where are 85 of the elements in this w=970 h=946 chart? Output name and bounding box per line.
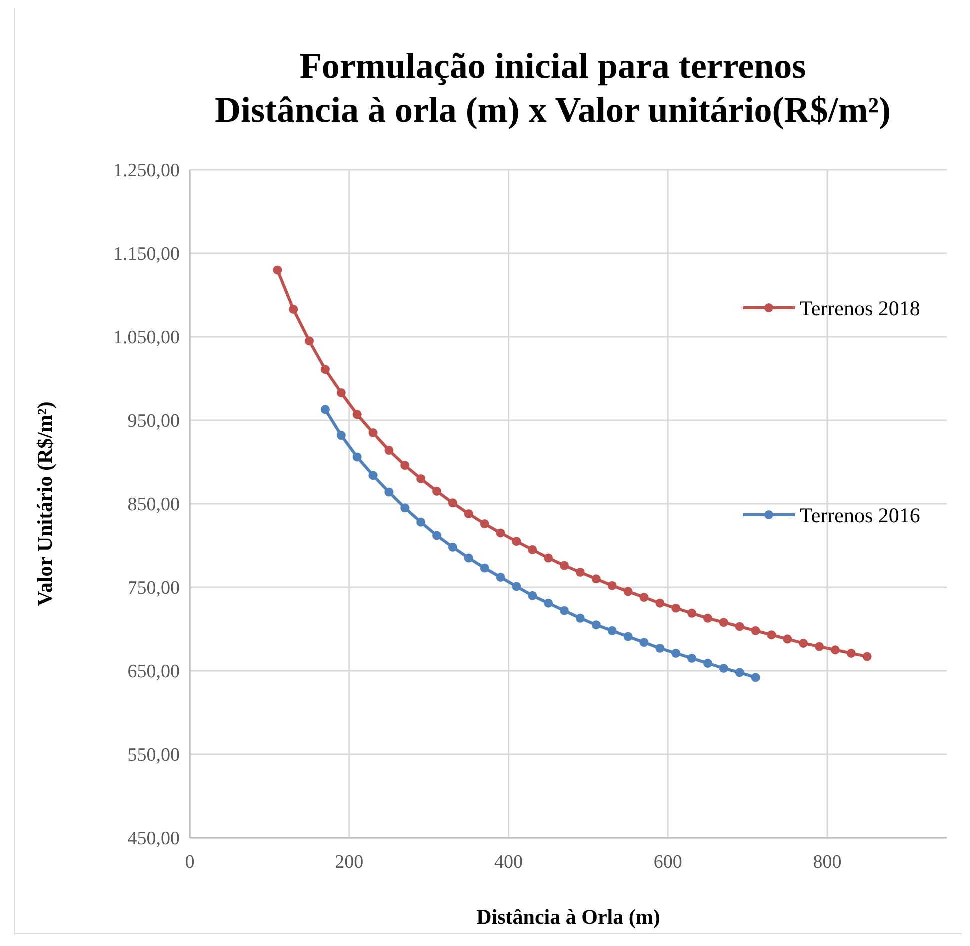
point xyxy=(830,646,840,655)
point xyxy=(703,614,712,623)
point xyxy=(512,582,522,592)
point xyxy=(846,648,856,658)
point xyxy=(688,608,697,618)
y-tick-label: 750,00 xyxy=(128,578,180,600)
x-tick-label: 600 xyxy=(654,852,682,873)
point xyxy=(576,614,585,623)
point xyxy=(751,673,760,682)
point xyxy=(305,336,314,346)
y-tick-label: 950,00 xyxy=(128,411,180,432)
point xyxy=(528,591,538,600)
point xyxy=(416,518,426,527)
x-tick-label: 400 xyxy=(494,852,523,873)
y-tick-label: 550,00 xyxy=(128,745,180,766)
point xyxy=(560,606,570,616)
point xyxy=(719,664,728,673)
point xyxy=(672,648,681,658)
point xyxy=(624,632,633,642)
point xyxy=(783,634,792,644)
point xyxy=(448,542,458,552)
x-tick-label: 200 xyxy=(335,852,364,873)
x-tick-label: 800 xyxy=(813,852,842,873)
point xyxy=(289,304,298,314)
point xyxy=(862,652,872,662)
legend-label: Terrenos 2016 xyxy=(800,503,920,528)
point xyxy=(560,561,570,570)
y-tick-label: 1.050,00 xyxy=(114,328,180,349)
point xyxy=(656,644,665,653)
point xyxy=(384,488,394,497)
point xyxy=(400,461,410,470)
point xyxy=(480,564,490,573)
x-axis-title: Distância à Orla (m) xyxy=(476,905,660,929)
point xyxy=(640,638,649,648)
point xyxy=(336,388,346,398)
point xyxy=(496,572,506,582)
point xyxy=(320,365,330,374)
point xyxy=(480,520,490,529)
point xyxy=(799,638,808,648)
point xyxy=(352,452,362,462)
point xyxy=(464,554,474,563)
point xyxy=(735,668,744,678)
y-tick-label: 1.150,00 xyxy=(114,244,180,266)
point xyxy=(273,266,282,275)
y-tick-label: 450,00 xyxy=(128,828,180,850)
point xyxy=(528,545,538,554)
point xyxy=(512,537,522,546)
point xyxy=(576,568,585,577)
y-axis-title: Valor Unitário (R$/m²) xyxy=(33,402,57,606)
point xyxy=(592,620,601,630)
point xyxy=(815,642,824,652)
point xyxy=(656,598,665,608)
point xyxy=(368,428,378,438)
point xyxy=(416,474,426,484)
point xyxy=(592,574,601,584)
point xyxy=(336,431,346,440)
point xyxy=(368,471,378,480)
point xyxy=(432,531,442,540)
chart-title: Formulação inicial para terrenos Distância à orla (m) x Valor unitário(R$/m²) xyxy=(214,46,892,130)
point xyxy=(624,587,633,596)
point xyxy=(672,604,681,613)
point xyxy=(320,405,330,414)
point xyxy=(703,658,712,668)
point xyxy=(400,504,410,513)
x-tick-label: 0 xyxy=(185,852,195,873)
point xyxy=(352,410,362,420)
point xyxy=(544,554,554,563)
y-tick-label: 650,00 xyxy=(128,662,180,683)
point xyxy=(432,486,442,496)
point xyxy=(751,626,760,636)
legend-label: Terrenos 2018 xyxy=(800,296,920,320)
y-tick-label: 850,00 xyxy=(128,494,180,516)
point xyxy=(688,654,697,663)
point xyxy=(608,626,617,636)
point xyxy=(448,498,458,508)
point xyxy=(719,618,728,628)
point xyxy=(640,593,649,602)
point xyxy=(384,446,394,456)
y-tick-label: 1.250,00 xyxy=(114,160,180,182)
point xyxy=(496,528,506,538)
point xyxy=(544,598,554,608)
point xyxy=(735,622,744,632)
point xyxy=(608,581,617,590)
point xyxy=(464,510,474,519)
point xyxy=(767,630,776,640)
